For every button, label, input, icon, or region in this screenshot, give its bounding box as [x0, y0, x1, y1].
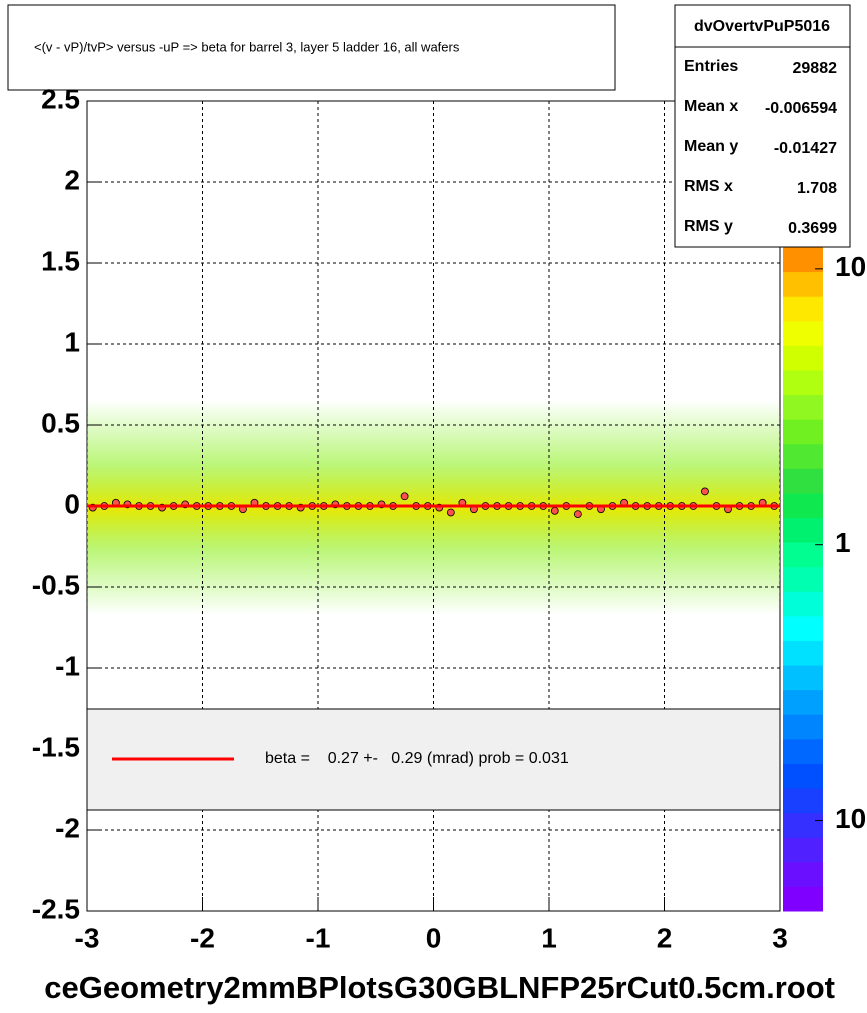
- y-tick-label: 0.5: [41, 407, 80, 438]
- y-tick-label: -2: [55, 812, 80, 843]
- palette-cell: [783, 812, 823, 838]
- palette-cell: [783, 271, 823, 297]
- z-tick-label: 1: [835, 527, 851, 558]
- stats-value: 29882: [793, 60, 838, 77]
- palette-cell: [783, 320, 823, 346]
- y-tick-label: -0.5: [32, 569, 80, 600]
- palette-cell: [783, 788, 823, 814]
- palette-cell: [783, 640, 823, 666]
- x-tick-label: 3: [772, 922, 788, 953]
- palette-cell: [783, 886, 823, 912]
- y-tick-label: 1.5: [41, 245, 80, 276]
- z-tick-label: 10: [835, 803, 866, 834]
- palette-cell: [783, 345, 823, 371]
- palette-cell: [783, 419, 823, 445]
- y-tick-label: -1.5: [32, 731, 80, 762]
- profile-point: [550, 506, 559, 515]
- palette-cell: [783, 492, 823, 519]
- stats-name: dvOvertvPuP5016: [694, 18, 830, 35]
- profile-point: [573, 510, 582, 518]
- stats-label: Entries: [684, 58, 738, 75]
- profile-point: [701, 487, 709, 496]
- stats-value: 0.3699: [788, 220, 837, 237]
- z-tick-label: 10: [835, 251, 866, 282]
- stats-value: 1.708: [797, 180, 837, 197]
- stats-value: -0.01427: [774, 140, 837, 157]
- x-tick-label: -1: [306, 922, 331, 953]
- palette-cell: [783, 837, 823, 863]
- palette-cell: [783, 443, 823, 469]
- palette-cell: [783, 517, 823, 543]
- palette-cell: [783, 296, 823, 322]
- y-tick-label: 2.5: [41, 83, 80, 114]
- y-tick-label: 2: [64, 164, 80, 195]
- stats-label: RMS y: [684, 218, 733, 235]
- palette-cell: [783, 394, 823, 420]
- palette-cell: [783, 665, 823, 691]
- x-tick-label: 2: [657, 922, 673, 953]
- palette-cell: [783, 714, 823, 740]
- y-tick-label: -2.5: [32, 893, 80, 924]
- palette-cell: [783, 468, 823, 494]
- stats-label: RMS x: [684, 178, 733, 195]
- palette-cell: [783, 738, 823, 764]
- stats-value: -0.006594: [765, 100, 837, 117]
- palette-cell: [783, 763, 823, 789]
- stats-box: [674, 4, 851, 248]
- title-box: [7, 4, 616, 91]
- y-tick-label: -1: [55, 650, 80, 681]
- palette-cell: [783, 566, 823, 592]
- palette-cell: [783, 542, 823, 568]
- palette-cell: [783, 369, 823, 396]
- x-tick-label: -3: [75, 922, 100, 953]
- y-tick-label: 0: [64, 488, 80, 519]
- palette-cell: [783, 689, 823, 715]
- footer: ceGeometry2mmBPlotsG30GBLNFP25rCut0.5cm.…: [44, 970, 835, 1005]
- palette-cell: [783, 615, 823, 641]
- x-tick-label: 1: [541, 922, 557, 953]
- fit-legend-text: beta = 0.27 +- 0.29 (mrad) prob = 0.031: [265, 750, 569, 767]
- profile-point: [400, 492, 409, 501]
- palette-cell: [783, 861, 823, 887]
- x-tick-label: 0: [426, 922, 442, 953]
- stats-label: Mean y: [684, 138, 738, 155]
- y-tick-label: 1: [64, 326, 80, 357]
- palette-cell: [783, 247, 823, 273]
- palette-cell: [783, 591, 823, 617]
- chart-title: <(v - vP)/tvP> versus -uP => beta for ba…: [34, 39, 460, 54]
- x-tick-label: -2: [190, 922, 215, 953]
- profile-point: [446, 508, 455, 517]
- stats-label: Mean x: [684, 98, 738, 115]
